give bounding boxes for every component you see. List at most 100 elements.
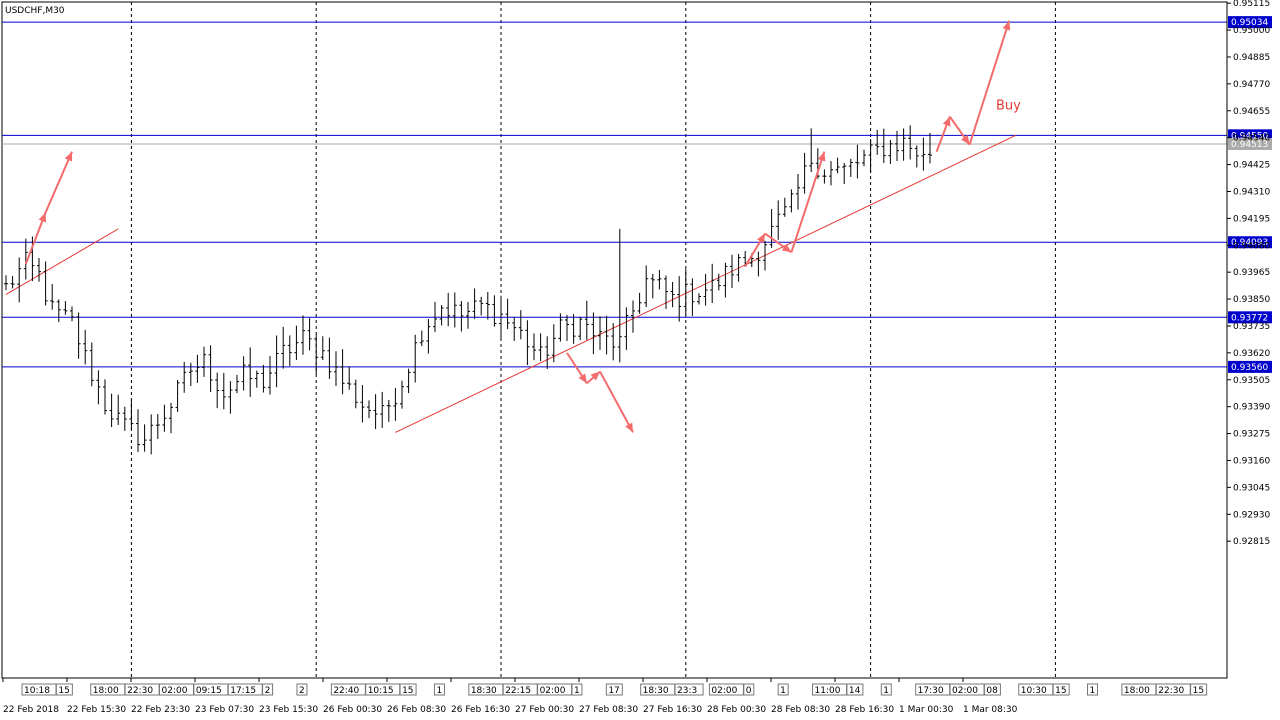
arrow-head bbox=[817, 151, 826, 162]
x-tick-label: 22 Feb 23:30 bbox=[131, 705, 190, 715]
arrow bbox=[744, 233, 766, 267]
y-tick-label: 0.95115 bbox=[1233, 0, 1270, 9]
x-tick-label: 26 Feb 16:30 bbox=[451, 705, 510, 715]
candle bbox=[37, 258, 41, 282]
candle bbox=[472, 288, 477, 319]
y-tick-label: 0.94195 bbox=[1233, 214, 1270, 224]
candle bbox=[591, 312, 596, 355]
candle bbox=[908, 125, 913, 160]
time-marker: 10:18 bbox=[21, 683, 57, 696]
candle bbox=[103, 379, 107, 415]
candle bbox=[307, 318, 312, 351]
time-marker: 17:15 bbox=[227, 683, 263, 696]
time-marker-box bbox=[571, 683, 583, 696]
arrow bbox=[566, 352, 588, 384]
candle bbox=[70, 306, 74, 322]
candle bbox=[393, 387, 398, 421]
time-marker-label: 10:15 bbox=[368, 686, 394, 696]
time-marker-box bbox=[55, 683, 73, 696]
arrow-head bbox=[38, 212, 47, 223]
arrow-shaft bbox=[24, 212, 47, 265]
candle bbox=[789, 189, 794, 213]
time-marker: 17 bbox=[605, 683, 623, 696]
time-marker: 17:30 bbox=[915, 683, 951, 696]
y-tick-label: 0.93390 bbox=[1233, 403, 1270, 413]
time-marker-label: 15 bbox=[1055, 686, 1066, 696]
time-marker-label: 22:30 bbox=[127, 686, 153, 696]
candle bbox=[109, 393, 114, 428]
candle bbox=[373, 394, 378, 430]
candle bbox=[545, 336, 550, 369]
candle bbox=[650, 273, 655, 299]
time-marker-label: 1 bbox=[1090, 686, 1096, 696]
chart-title: USDCHF,M30 bbox=[5, 6, 65, 16]
time-marker-box bbox=[262, 683, 274, 696]
arrow-head bbox=[64, 151, 73, 162]
candle bbox=[901, 128, 906, 161]
candle bbox=[23, 238, 28, 280]
time-marker: 1 bbox=[571, 683, 583, 696]
plot-area bbox=[1, 1, 1228, 679]
candle bbox=[485, 292, 490, 320]
time-marker-label: 1 bbox=[574, 686, 580, 696]
level-price-label: 0.94093 bbox=[1231, 238, 1268, 248]
y-tick-label: 0.94540 bbox=[1233, 134, 1270, 144]
x-tick-label: 22 Feb 2018 bbox=[3, 705, 59, 715]
time-marker: 15 bbox=[55, 683, 73, 696]
time-marker: 18:00 bbox=[90, 683, 126, 696]
candle bbox=[723, 262, 728, 298]
candle bbox=[83, 329, 88, 365]
candle bbox=[868, 139, 873, 173]
x-tick-label: 1 Mar 08:30 bbox=[963, 705, 1018, 715]
candle bbox=[248, 347, 253, 397]
arrow bbox=[935, 116, 951, 153]
time-marker-label: 18:30 bbox=[643, 686, 669, 696]
time-marker: 18:30 bbox=[468, 683, 504, 696]
candle bbox=[677, 276, 682, 322]
level-price-label: 0.93772 bbox=[1231, 313, 1268, 323]
candle bbox=[314, 335, 319, 375]
candle bbox=[89, 342, 94, 387]
time-marker-label: 17:30 bbox=[918, 686, 944, 696]
time-marker-label: 15 bbox=[58, 686, 69, 696]
time-marker-label: 17:15 bbox=[230, 686, 256, 696]
time-marker: 1 bbox=[433, 683, 445, 696]
x-tick-label: 26 Feb 08:30 bbox=[387, 705, 446, 715]
arrow bbox=[24, 212, 47, 265]
time-marker-label: 02:00 bbox=[540, 686, 566, 696]
time-marker-label: 18:00 bbox=[93, 686, 119, 696]
candle bbox=[367, 400, 371, 419]
candle bbox=[928, 132, 932, 164]
candle bbox=[571, 314, 576, 344]
candle bbox=[188, 362, 193, 387]
time-marker-box bbox=[1087, 683, 1099, 696]
candle bbox=[914, 145, 919, 168]
time-marker: 15 bbox=[1190, 683, 1208, 696]
time-marker-label: 1 bbox=[883, 686, 889, 696]
candle bbox=[4, 275, 8, 291]
candle bbox=[525, 320, 530, 366]
candle bbox=[492, 295, 497, 327]
candle bbox=[406, 368, 411, 394]
y-tick-label: 0.92930 bbox=[1233, 510, 1270, 520]
time-marker-label: 11:00 bbox=[815, 686, 841, 696]
candle bbox=[433, 301, 437, 333]
candle bbox=[17, 257, 22, 303]
candle bbox=[419, 330, 424, 347]
time-marker-label: 02:00 bbox=[711, 686, 737, 696]
candle bbox=[604, 315, 609, 355]
candle bbox=[670, 282, 675, 308]
candle bbox=[228, 381, 233, 414]
level-price-label: 0.94513 bbox=[1231, 140, 1268, 150]
candle bbox=[855, 144, 860, 179]
candle bbox=[921, 137, 926, 171]
candle bbox=[558, 313, 563, 342]
candle bbox=[149, 414, 154, 455]
candle bbox=[426, 319, 431, 354]
time-marker-box bbox=[983, 683, 1001, 696]
candle bbox=[644, 265, 649, 308]
candle bbox=[155, 414, 160, 439]
candle bbox=[235, 374, 239, 394]
time-marker: 0 bbox=[743, 683, 755, 696]
